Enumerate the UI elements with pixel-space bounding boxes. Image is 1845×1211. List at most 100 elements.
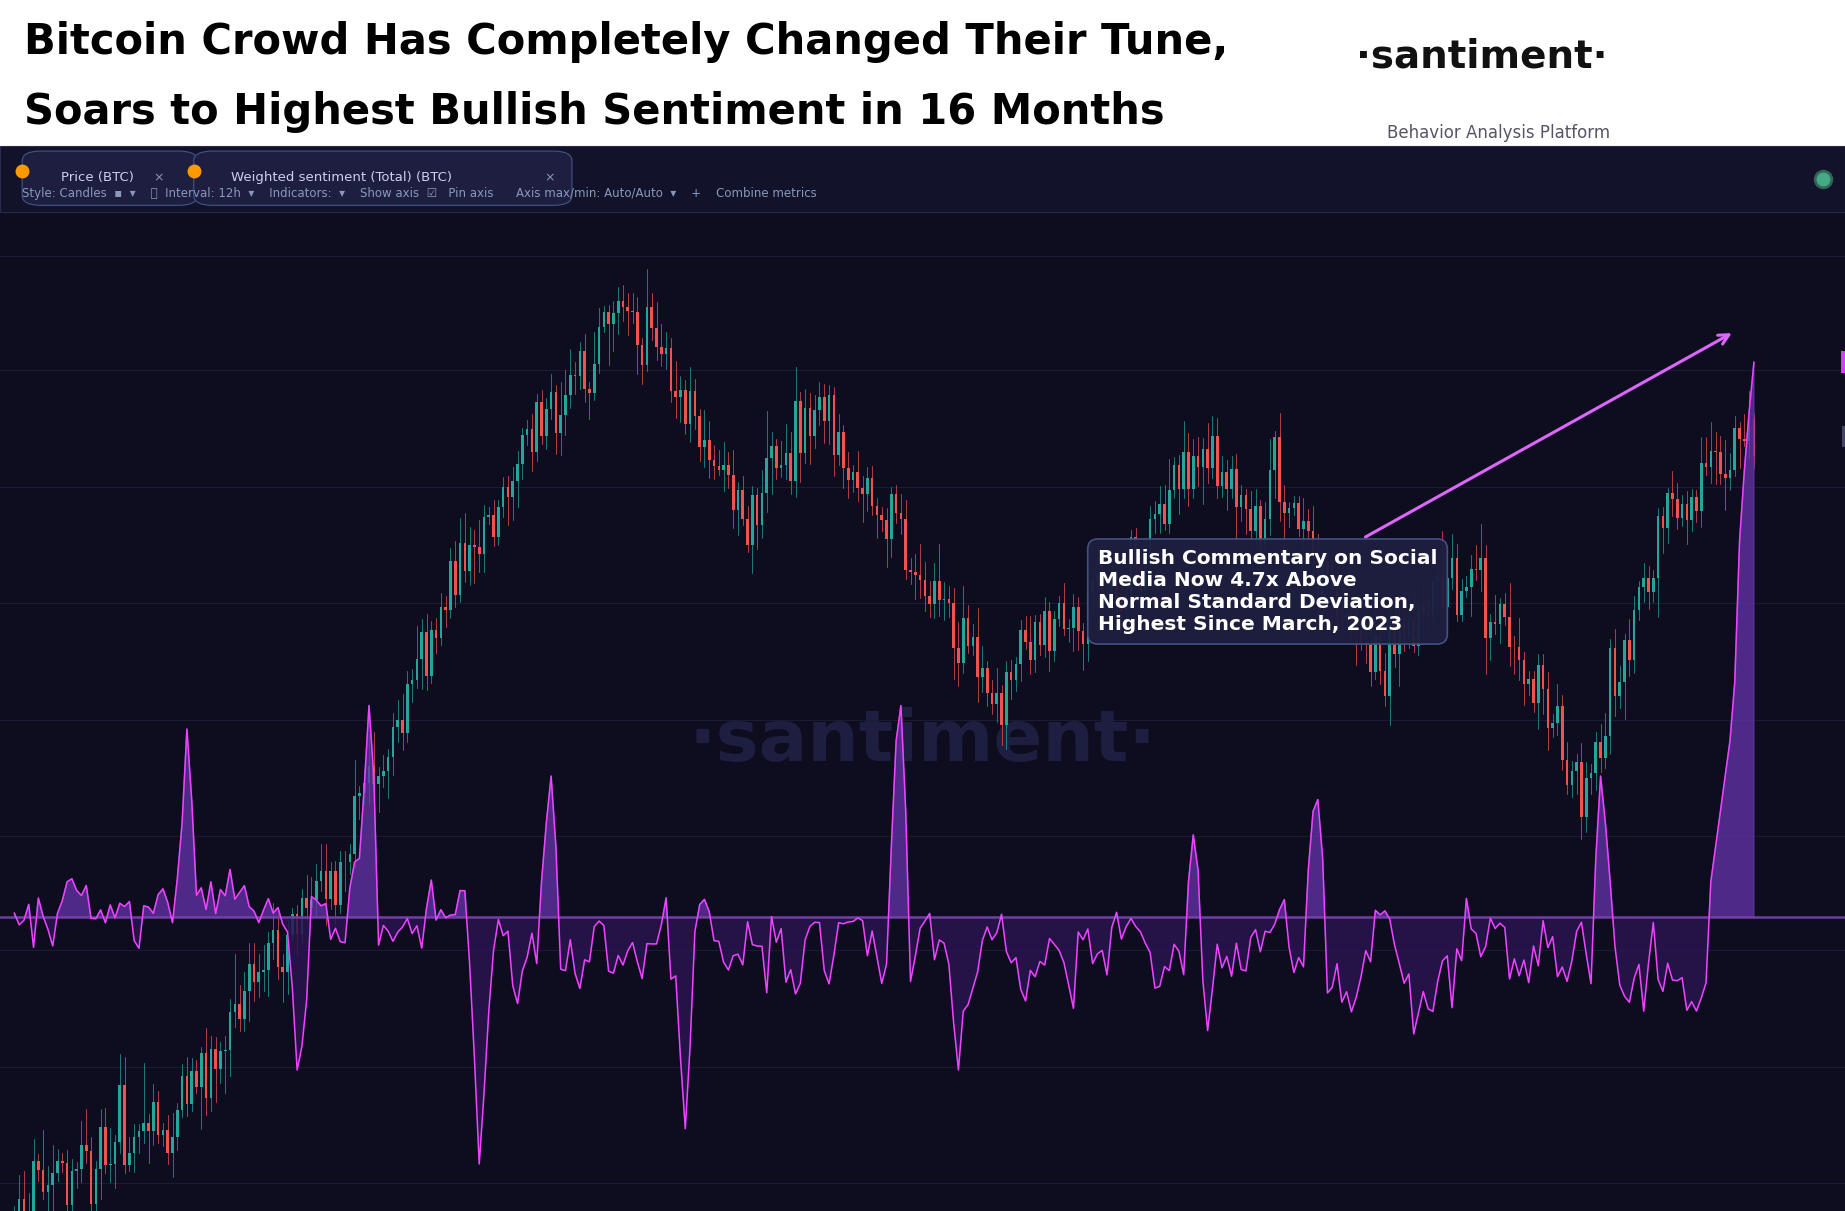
Bar (655, 328, 659, 346)
Bar (996, 693, 998, 704)
FancyBboxPatch shape (194, 151, 572, 206)
Bar (985, 667, 989, 693)
Bar (282, 966, 284, 972)
Bar (1020, 630, 1022, 665)
Bar (1354, 629, 1358, 630)
Bar (1138, 566, 1142, 591)
Bar (712, 459, 716, 466)
Bar (766, 458, 768, 493)
Bar (856, 472, 860, 488)
Bar (124, 1085, 125, 1165)
Bar (339, 862, 341, 905)
Bar (694, 391, 696, 415)
Bar (1177, 465, 1181, 489)
Bar (1744, 438, 1745, 441)
Bar (127, 1153, 131, 1165)
Bar (214, 1049, 218, 1068)
Bar (363, 782, 365, 792)
Bar (1627, 641, 1631, 660)
Bar (79, 1144, 83, 1170)
Bar (253, 964, 255, 982)
Bar (181, 1075, 183, 1110)
Bar (262, 970, 266, 972)
Bar (603, 312, 605, 327)
Bar (565, 395, 566, 414)
Bar (1231, 469, 1232, 489)
Text: Bitcoin Crowd Has Completely Changed Their Tune,: Bitcoin Crowd Has Completely Changed The… (24, 21, 1229, 63)
Bar (1024, 630, 1028, 642)
Bar (411, 681, 413, 684)
Bar (306, 897, 308, 908)
Bar (1504, 604, 1506, 616)
Bar (817, 397, 821, 411)
Bar (976, 637, 980, 677)
Text: ×: × (544, 171, 555, 184)
Text: Weighted sentiment (Total) (BTC): Weighted sentiment (Total) (BTC) (231, 171, 452, 184)
Bar (841, 431, 845, 467)
Bar (832, 395, 836, 455)
Bar (1264, 520, 1266, 545)
Bar (1282, 503, 1286, 513)
Bar (904, 520, 908, 570)
Bar (1417, 607, 1421, 645)
Bar (1033, 622, 1037, 660)
Bar (1384, 671, 1386, 696)
Bar (661, 346, 662, 354)
Bar (1269, 470, 1271, 520)
Bar (1201, 449, 1205, 467)
Bar (559, 414, 563, 434)
Text: Bullish Commentary on Social
Media Now 4.7x Above
Normal Standard Deviation,
Hig: Bullish Commentary on Social Media Now 4… (1098, 334, 1729, 635)
Bar (895, 494, 897, 512)
Bar (277, 930, 279, 966)
Bar (1221, 472, 1223, 486)
Bar (1306, 521, 1310, 530)
Bar (55, 1161, 59, 1173)
Bar (775, 447, 777, 467)
Bar (1681, 504, 1683, 518)
Bar (459, 543, 461, 595)
Bar (622, 302, 624, 308)
Bar (1753, 419, 1755, 455)
Bar (400, 721, 404, 733)
Bar (469, 545, 470, 570)
Bar (310, 900, 314, 908)
Bar (1651, 579, 1655, 592)
Bar (430, 630, 432, 676)
Bar (1686, 504, 1688, 521)
Bar (292, 914, 293, 935)
Bar (397, 721, 399, 728)
Text: ·santiment·: ·santiment· (688, 707, 1157, 776)
Bar (793, 401, 797, 482)
Bar (814, 411, 815, 436)
Bar (1399, 626, 1400, 654)
Text: Price (BTC): Price (BTC) (61, 171, 133, 184)
Bar (1153, 515, 1157, 520)
Bar (550, 392, 552, 409)
Bar (1207, 449, 1208, 469)
Bar (247, 964, 251, 991)
Bar (1441, 576, 1445, 607)
Bar (847, 467, 849, 481)
Bar (589, 389, 590, 392)
Bar (1552, 723, 1553, 729)
Bar (804, 408, 806, 453)
Bar (52, 1173, 54, 1186)
Bar (651, 306, 653, 328)
Bar (1528, 678, 1530, 684)
Bar (42, 1170, 44, 1192)
Bar (1090, 581, 1094, 592)
Bar (1330, 573, 1334, 589)
Bar (1258, 506, 1262, 545)
Bar (1081, 631, 1085, 644)
Bar (1494, 621, 1496, 624)
Bar (1465, 586, 1469, 591)
Bar (1675, 499, 1679, 518)
Bar (967, 618, 969, 645)
Bar (1303, 521, 1304, 529)
Bar (1662, 516, 1664, 528)
Bar (118, 1085, 122, 1142)
Bar (1600, 742, 1601, 758)
Bar (1594, 742, 1598, 774)
Bar (972, 637, 974, 645)
Bar (1369, 645, 1373, 672)
